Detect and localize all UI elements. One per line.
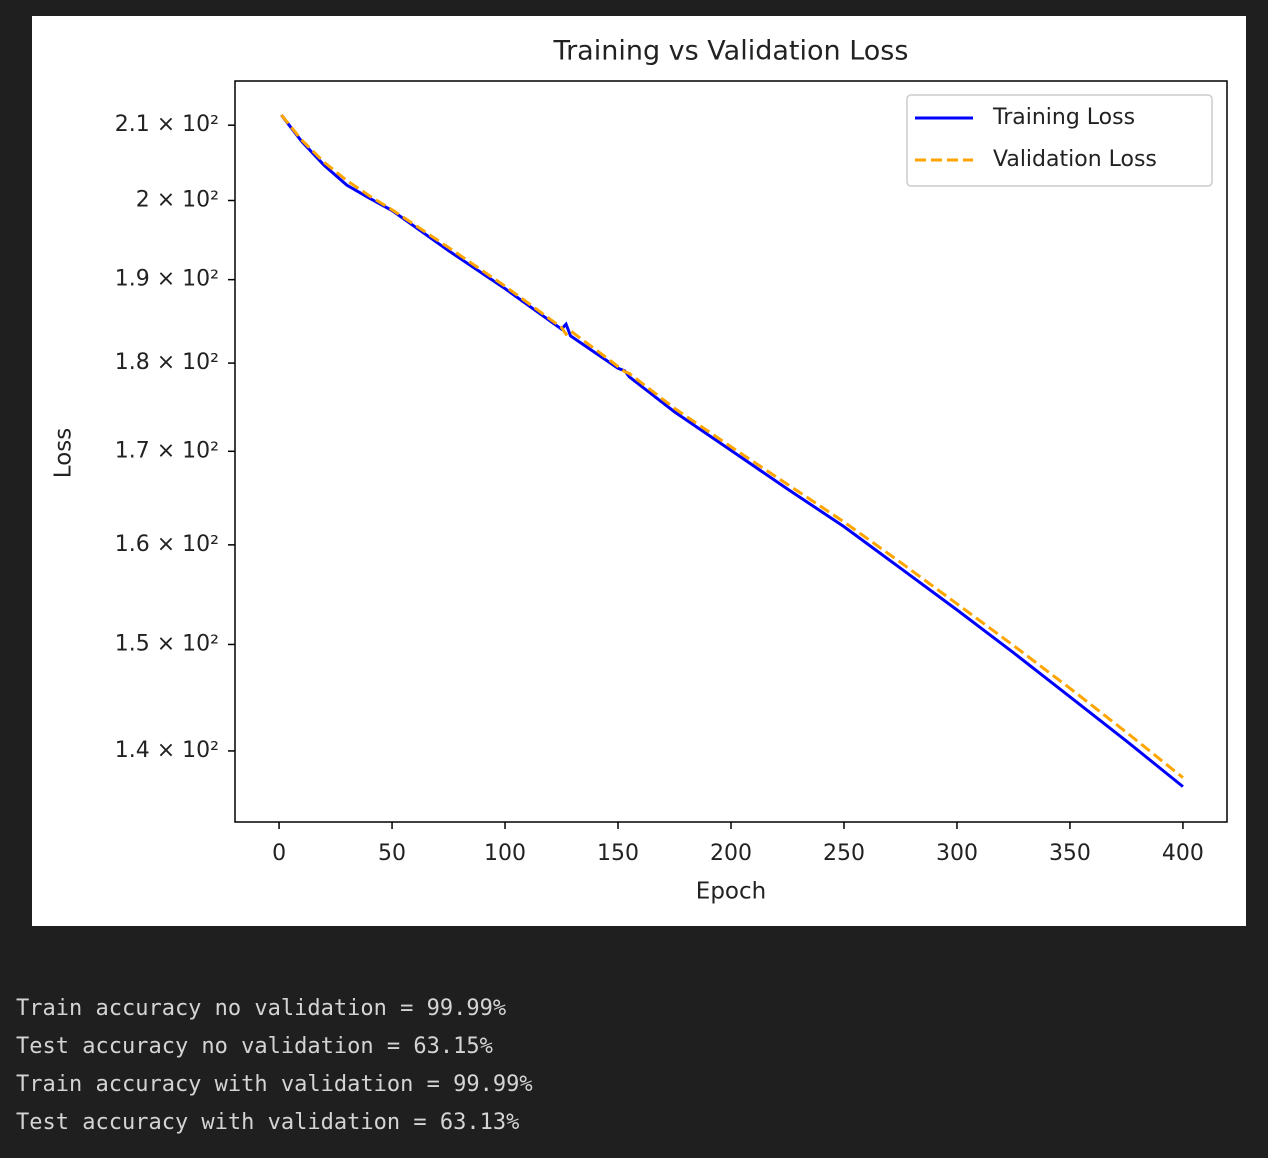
series-line [280,113,1184,779]
x-tick-label: 50 [378,841,406,866]
output-line: Test accuracy no validation = 63.15% [16,1034,493,1059]
x-tick-label: 250 [823,841,865,866]
x-axis-label: Epoch [696,879,766,905]
y-tick-label: 2.1 × 10² [115,112,219,137]
y-tick-label: 1.6 × 10² [115,532,219,557]
x-tick-label: 100 [484,841,526,866]
y-tick-label: 1.8 × 10² [115,350,219,375]
x-tick-label: 350 [1049,841,1091,866]
output-line: Train accuracy no validation = 99.99% [16,996,507,1021]
series-line [280,114,1184,788]
y-tick-label: 1.9 × 10² [115,267,219,292]
x-tick-label: 150 [597,841,639,866]
output: Train accuracy no validation = 99.99% Te… [16,990,533,1142]
plot-frame [234,80,1228,823]
x-tick-label: 0 [272,841,286,866]
y-tick-label: 2 × 10² [136,187,219,212]
y-axis-label: Loss [51,428,77,478]
y-tick-label: 1.4 × 10² [115,738,219,763]
x-tick-label: 400 [1162,841,1204,866]
y-tick-label: 1.5 × 10² [115,631,219,656]
output-line: Test accuracy with validation = 63.13% [16,1110,520,1135]
x-tick-label: 300 [936,841,978,866]
chart-title: Training vs Validation Loss [553,36,909,67]
legend-box [906,94,1213,187]
y-tick-label: 1.7 × 10² [115,438,219,463]
output-line: Train accuracy with validation = 99.99% [16,1072,533,1097]
x-tick-label: 200 [710,841,752,866]
legend-label: Validation Loss [993,147,1157,172]
legend-label: Training Loss [992,105,1135,130]
chart: Training vs Validation Loss Epoch Loss 0… [32,16,1246,926]
